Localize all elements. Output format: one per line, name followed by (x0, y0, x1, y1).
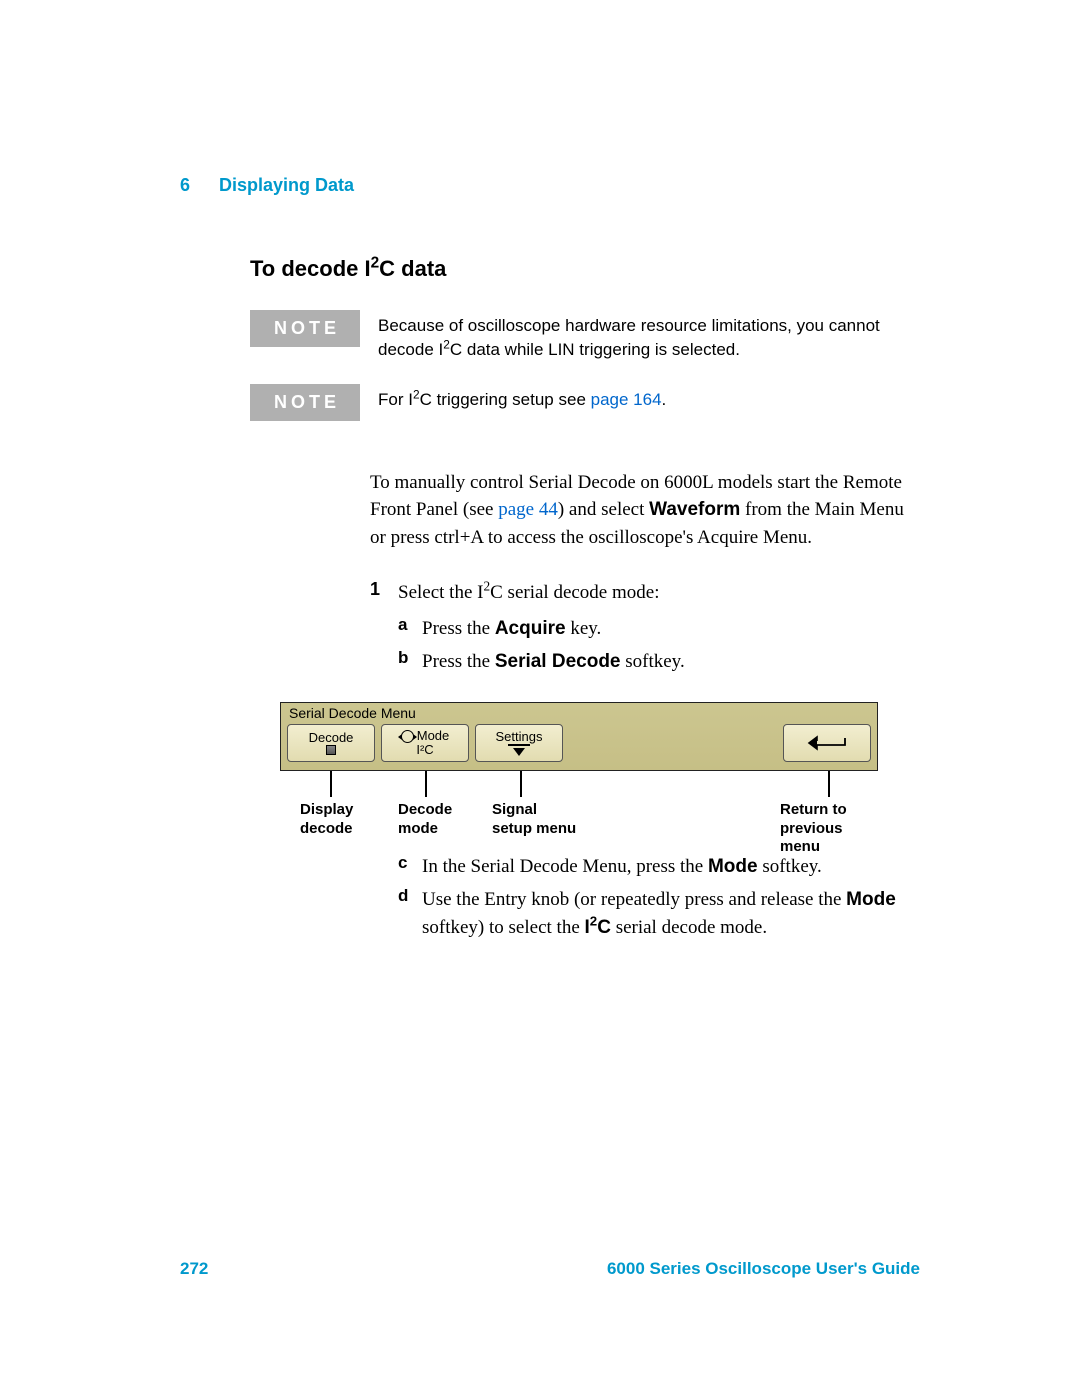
guide-title: 6000 Series Oscilloscope User's Guide (607, 1259, 920, 1279)
step-text: Select the I2C serial decode mode: (398, 579, 659, 607)
substep-d: d Use the Entry knob (or repeatedly pres… (398, 886, 920, 941)
menu-title: Serial Decode Menu (287, 703, 871, 724)
page-footer: 272 6000 Series Oscilloscope User's Guid… (180, 1259, 920, 1279)
note-badge: NOTE (250, 384, 360, 421)
note-block: NOTE Because of oscilloscope hardware re… (250, 310, 920, 362)
chapter-number: 6 (180, 175, 190, 195)
callout-decode-mode: Decodemode (398, 801, 452, 839)
section-title-sup: 2 (371, 255, 380, 272)
checkbox-indicator-icon (326, 745, 336, 755)
chapter-title: Displaying Data (219, 175, 354, 195)
callout-return: Return toprevious menu (780, 801, 878, 857)
knob-icon (401, 730, 414, 743)
section-title-pre: To decode I (250, 256, 371, 281)
serial-decode-menu-figure: Serial Decode Menu Decode Mode I²C Setti… (280, 702, 878, 841)
page-link[interactable]: page 44 (498, 499, 558, 520)
section-title-post: C data (379, 256, 446, 281)
substep-marker: c (398, 853, 422, 881)
intro-paragraph: To manually control Serial Decode on 600… (370, 469, 920, 552)
return-arrow-icon (807, 735, 847, 751)
step-1: 1 Select the I2C serial decode mode: (370, 579, 920, 607)
note-badge: NOTE (250, 310, 360, 347)
note-text: Because of oscilloscope hardware resourc… (378, 310, 920, 362)
substep-marker: d (398, 886, 422, 941)
menu-callouts: Displaydecode Decodemode Signalsetup men… (280, 771, 878, 841)
substep-marker: b (398, 648, 422, 676)
softkey-decode[interactable]: Decode (287, 724, 375, 762)
step-marker: 1 (370, 579, 398, 607)
softkey-back[interactable] (783, 724, 871, 762)
callout-signal-setup: Signalsetup menu (492, 801, 576, 839)
note-text: For I2C triggering setup see page 164. (378, 384, 666, 412)
page-header: 6 Displaying Data (180, 175, 920, 196)
substep-a: a Press the Acquire key. (398, 615, 920, 643)
section-heading: To decode I2C data (250, 256, 920, 282)
softkey-settings[interactable]: Settings (475, 724, 563, 762)
down-arrow-icon (513, 748, 525, 756)
substep-b: b Press the Serial Decode softkey. (398, 648, 920, 676)
callout-display-decode: Displaydecode (300, 801, 353, 839)
page-number: 272 (180, 1259, 208, 1279)
substep-marker: a (398, 615, 422, 643)
softkey-mode[interactable]: Mode I²C (381, 724, 469, 762)
page-link[interactable]: page 164 (591, 390, 662, 409)
note-block: NOTE For I2C triggering setup see page 1… (250, 384, 920, 421)
menu-panel: Serial Decode Menu Decode Mode I²C Setti… (280, 702, 878, 771)
